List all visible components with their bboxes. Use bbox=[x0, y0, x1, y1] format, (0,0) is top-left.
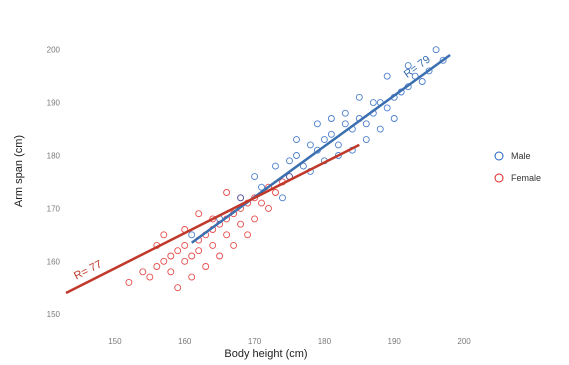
point-male bbox=[432, 46, 440, 54]
points-layer bbox=[125, 46, 447, 292]
legend: Male Female bbox=[494, 151, 541, 183]
legend-marker-male bbox=[494, 151, 504, 161]
point-male bbox=[355, 93, 363, 101]
point-female bbox=[230, 241, 238, 249]
point-male bbox=[313, 120, 321, 128]
fit-line-female bbox=[65, 143, 360, 295]
fit-line-male bbox=[190, 53, 451, 244]
point-female bbox=[160, 231, 168, 239]
x-tick-label: 190 bbox=[388, 337, 402, 346]
point-male bbox=[383, 104, 391, 112]
point-female bbox=[209, 215, 217, 223]
point-female bbox=[265, 204, 272, 212]
point-female bbox=[258, 199, 265, 207]
point-female bbox=[237, 220, 245, 228]
point-female bbox=[188, 273, 196, 281]
point-female bbox=[167, 268, 175, 276]
fit-lines-layer bbox=[65, 53, 451, 295]
point-female bbox=[223, 189, 231, 196]
x-tick-label: 150 bbox=[108, 337, 122, 346]
point-male bbox=[362, 120, 370, 128]
point-female bbox=[209, 241, 217, 249]
point-male bbox=[293, 136, 300, 144]
point-male bbox=[251, 173, 259, 181]
point-female bbox=[202, 263, 210, 270]
point-male bbox=[376, 125, 384, 133]
y-tick-label: 170 bbox=[47, 204, 61, 213]
point-male bbox=[286, 157, 293, 165]
y-tick-label: 190 bbox=[47, 99, 61, 108]
x-tick-label: 200 bbox=[457, 337, 471, 346]
point-female bbox=[167, 252, 175, 260]
point-male bbox=[306, 141, 314, 149]
point-male bbox=[327, 130, 335, 138]
point-female bbox=[195, 210, 203, 218]
point-male bbox=[418, 78, 426, 85]
legend-item-male: Male bbox=[494, 151, 531, 161]
point-male bbox=[320, 136, 328, 144]
point-female bbox=[125, 278, 133, 286]
x-tick-label: 160 bbox=[178, 337, 192, 346]
correlation-label-male: R= 79 bbox=[402, 53, 433, 80]
point-female bbox=[244, 231, 252, 239]
point-male bbox=[334, 141, 342, 149]
point-male bbox=[404, 62, 412, 70]
legend-marker-female bbox=[494, 173, 504, 183]
point-female bbox=[272, 189, 279, 196]
point-female bbox=[174, 284, 182, 292]
point-male bbox=[390, 115, 398, 122]
point-female bbox=[146, 273, 154, 281]
point-female bbox=[223, 231, 231, 239]
point-male bbox=[362, 136, 370, 144]
tick-labels-layer: 150 160 170 180 190 200 150 160 170 180 190 200 bbox=[47, 46, 472, 346]
point-male bbox=[272, 162, 279, 170]
point-male bbox=[293, 152, 300, 159]
point-male bbox=[237, 194, 245, 202]
point-male bbox=[383, 72, 391, 80]
y-tick-label: 150 bbox=[47, 310, 61, 319]
point-male bbox=[188, 231, 196, 239]
legend-label-male: Male bbox=[511, 151, 531, 161]
point-female bbox=[160, 257, 168, 265]
point-male bbox=[439, 56, 447, 64]
point-female bbox=[174, 247, 182, 255]
point-male bbox=[341, 109, 349, 117]
point-female bbox=[195, 247, 203, 255]
point-female bbox=[153, 263, 161, 270]
point-male bbox=[258, 183, 265, 191]
y-tick-label: 160 bbox=[47, 257, 61, 266]
y-tick-label: 180 bbox=[47, 152, 61, 161]
x-axis-label: Body height (cm) bbox=[224, 348, 307, 360]
point-female bbox=[251, 215, 259, 223]
point-female bbox=[188, 252, 196, 260]
point-male bbox=[369, 99, 377, 107]
y-tick-label: 200 bbox=[47, 46, 61, 55]
point-male bbox=[334, 152, 342, 159]
point-female bbox=[216, 252, 224, 260]
point-male bbox=[279, 194, 286, 202]
point-female bbox=[181, 241, 189, 249]
point-female bbox=[139, 268, 147, 276]
point-female bbox=[181, 257, 189, 265]
legend-label-female: Female bbox=[511, 173, 541, 183]
point-male bbox=[341, 120, 349, 128]
correlation-label-female: R= 77 bbox=[72, 258, 104, 282]
legend-item-female: Female bbox=[494, 173, 541, 183]
x-tick-label: 180 bbox=[318, 337, 332, 346]
point-male bbox=[327, 115, 335, 122]
y-axis-label: Arm span (cm) bbox=[13, 135, 25, 207]
x-tick-label: 170 bbox=[248, 337, 262, 346]
